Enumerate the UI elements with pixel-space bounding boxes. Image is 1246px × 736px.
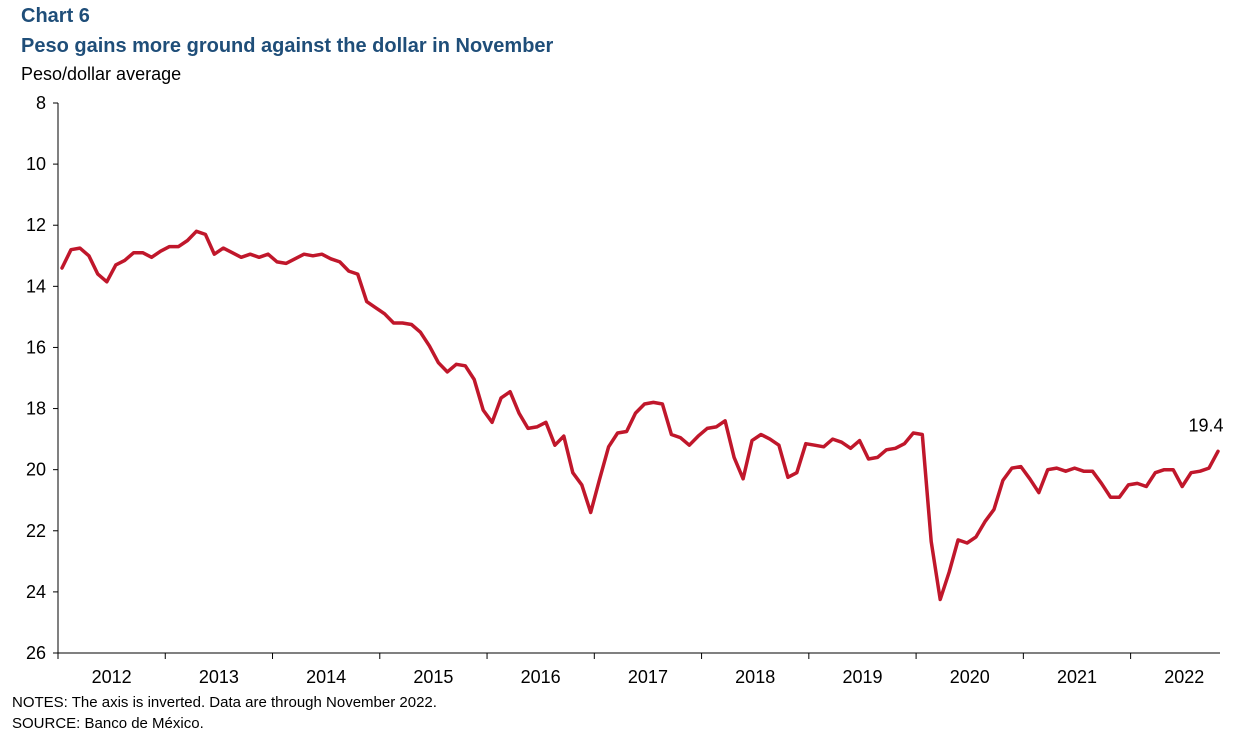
x-tick-label: 2021 [1057,667,1097,687]
y-tick-label: 16 [26,337,46,357]
y-axis: 8 10 12 14 16 18 20 22 24 26 [26,93,58,663]
series-layer [60,229,1220,602]
peso-dollar-line [60,229,1220,602]
x-tick-label: 2012 [92,667,132,687]
x-tick-label: 2022 [1164,667,1204,687]
y-tick-label: 24 [26,582,46,602]
x-tick-label: 2020 [950,667,990,687]
x-tick-label: 2017 [628,667,668,687]
chart-title: Peso gains more ground against the dolla… [21,35,554,57]
x-tick-label: 2016 [521,667,561,687]
x-axis: 2012 2013 2014 2015 2016 2017 2018 2019 2020 2021… [57,653,1204,687]
y-tick-label: 12 [26,215,46,235]
y-axis-label: Peso/dollar average [21,64,182,84]
x-tick-label: 2014 [306,667,346,687]
y-tick-label: 20 [26,460,46,480]
chart-label: Chart 6 [21,5,90,27]
x-tick-label: 2013 [199,667,239,687]
y-tick-label: 18 [26,399,46,419]
y-tick-label: 22 [26,521,46,541]
x-tick-label: 2015 [413,667,453,687]
notes-text: NOTES: The axis is inverted. Data are th… [12,694,437,711]
y-tick-label: 14 [26,276,46,296]
y-tick-label: 10 [26,154,46,174]
x-tick-label: 2018 [735,667,775,687]
x-tick-label: 2019 [842,667,882,687]
y-tick-label: 26 [26,643,46,663]
y-tick-label: 8 [36,93,46,113]
last-value-label: 19.4 [1188,415,1223,435]
source-text: SOURCE: Banco de México. [12,715,204,732]
